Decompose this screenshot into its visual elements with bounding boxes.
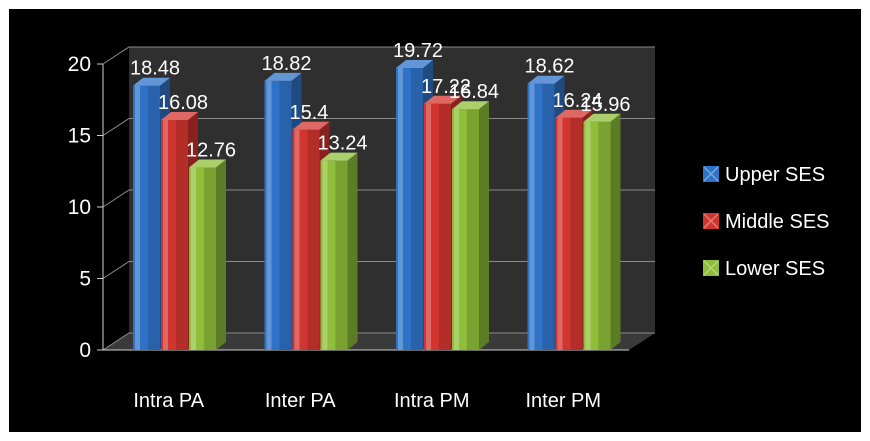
bar-front-shade [147,85,160,351]
y-tick-label: 5 [79,268,91,291]
legend-item: Middle SES [703,211,830,233]
legend-swatch-diag [703,260,719,276]
bar-front-highlight [585,121,591,350]
data-label: 16.84 [449,81,499,103]
bar-front-shade [175,120,188,350]
x-tick-label: Inter PA [265,390,336,412]
bar-top [452,101,489,110]
bar-front-highlight [454,109,459,350]
chart-svg: 0 5 10 15 20 Intra PA Inter PA Intra PM Inter P… [68,40,830,412]
legend-item: Upper SES [703,164,825,186]
bar-front-shade [307,129,320,350]
legend-swatch-diag [703,213,719,229]
y-tick-label: 20 [68,53,91,76]
legend-label: Upper SES [725,164,825,186]
legend-label: Middle SES [725,211,830,233]
bar-front-shade [542,83,555,350]
bar-front-highlight [266,80,272,351]
bar-front-shade [410,68,423,350]
legend: Upper SES Middle SES Lower SES [703,164,830,280]
legend-item: Lower SES [703,258,825,280]
data-label: 13.24 [318,133,368,155]
bar-front-shade [598,121,611,350]
bar-side [479,101,489,350]
chart-panel: 0 5 10 15 20 Intra PA Inter PA Intra PM Inter P… [9,9,861,432]
bar-top [161,112,198,121]
bar-lower-ses [583,113,621,350]
bar-front-highlight [557,117,563,350]
bar-lower-ses [452,101,489,350]
floor [103,333,655,350]
legend-swatch-diag [703,166,719,182]
x-tick-label: Intra PM [394,390,470,412]
bar-top [424,95,461,104]
bar-front-highlight [163,120,168,350]
bar-top [320,152,358,161]
bar-front-shade [466,109,479,350]
bar-top [396,60,433,69]
data-label: 12.76 [186,140,236,162]
bar-front-highlight [191,167,196,350]
bar-front-shade [203,167,216,350]
y-tick-label: 10 [68,196,91,219]
bar-front-highlight [529,83,535,350]
data-label: 19.72 [393,40,443,62]
bars [133,60,621,351]
bar-top [583,113,621,122]
bar-top [189,159,226,168]
x-tick-label: Intra PA [133,390,204,412]
y-tick-label: 15 [68,125,91,148]
bar-front-highlight [135,85,140,351]
bar-top [527,75,565,84]
data-label: 16.24 [553,90,603,112]
data-label: 15.4 [290,102,329,124]
bar-front-shade [570,117,583,350]
bar-lower-ses [320,152,358,350]
bar-side [216,159,226,350]
data-label: 16.08 [158,92,208,114]
bar-lower-ses [189,159,226,350]
legend-label: Lower SES [725,258,825,280]
y-axis-ticks: 0 5 10 15 20 [68,53,91,362]
bar-front-shade [438,103,451,350]
data-labels: 18.4816.0812.7618.8215.413.2419.7217.221… [130,40,631,162]
gridline [102,46,655,65]
x-axis-labels: Intra PA Inter PA Intra PM Inter PM [133,390,601,412]
data-label: 18.48 [130,58,180,80]
data-label: 18.62 [525,56,575,78]
bar-top [555,109,593,118]
data-label: 18.82 [262,53,312,75]
data-label: 15.96 [581,94,631,116]
bar-front-shade [279,80,292,351]
bar-front-highlight [322,160,328,350]
x-tick-label: Inter PM [525,390,601,412]
bar-top [292,121,330,130]
bar-side [610,113,621,350]
bar-front-highlight [426,103,431,350]
bar-top [133,77,170,86]
bar-front-highlight [294,129,300,350]
bar-front-shade [335,160,348,350]
y-tick-label: 0 [79,339,91,362]
bar-top [264,72,302,81]
bar-front-highlight [398,68,403,350]
data-label: 17.22 [421,76,471,98]
bar-side [347,152,358,350]
